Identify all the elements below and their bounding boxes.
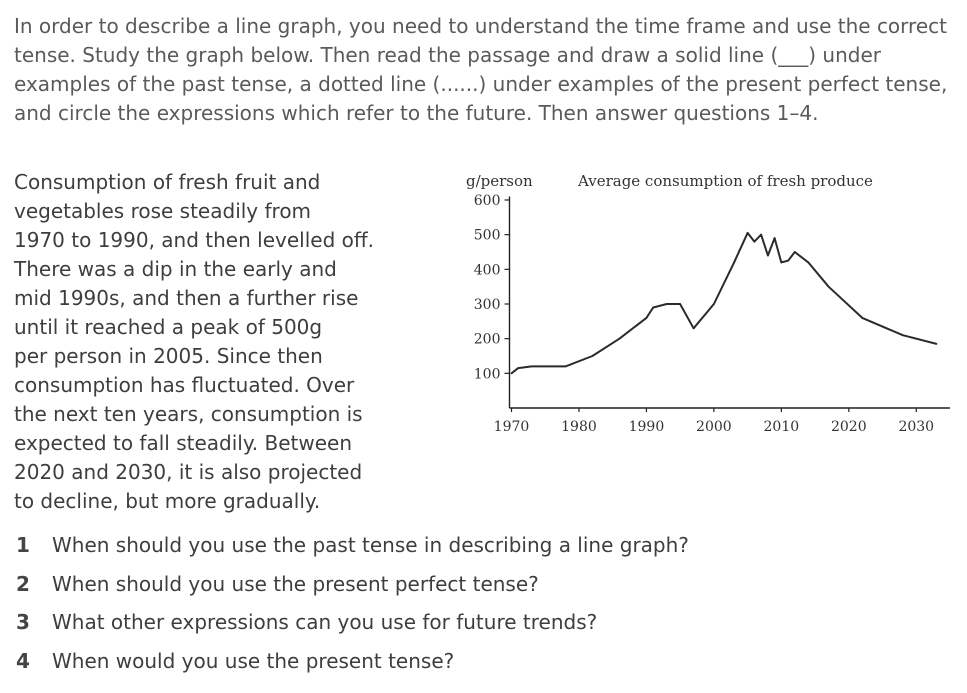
- data-point: [793, 251, 796, 253]
- data-point: [767, 254, 769, 257]
- passage-line: 1970 to 1990, and then levelled off.: [14, 228, 374, 252]
- question-text: When should you use the present perfect …: [52, 571, 539, 596]
- x-tick-label: 2010: [764, 419, 800, 435]
- data-point: [713, 303, 715, 305]
- passage-line: vegetables rose steadily from: [14, 199, 312, 223]
- data-point: [746, 232, 749, 234]
- question-number: 3: [16, 610, 30, 634]
- data-point: [517, 367, 520, 369]
- y-tick-label: 100: [474, 366, 501, 382]
- questions-list: 1 When should you use the past tense in …: [16, 533, 946, 687]
- data-point: [510, 372, 513, 375]
- passage-line: There was a dip in the early and: [14, 257, 337, 281]
- x-tick-label: 2020: [831, 419, 867, 435]
- data-point: [753, 240, 756, 243]
- question-text: When should you use the past tense in de…: [52, 533, 689, 557]
- series-group: [510, 231, 938, 375]
- data-point: [827, 285, 830, 288]
- y-tick-label: 400: [474, 262, 501, 278]
- question-number: 2: [16, 571, 30, 596]
- x-ticks: 1970 1980 1990 2000 2010 2020 2030: [494, 408, 934, 435]
- chart-svg: g/person Average consumption of fresh pr…: [466, 172, 950, 435]
- x-tick-label: 1970: [494, 419, 530, 435]
- data-point: [901, 334, 904, 337]
- x-tick-label: 1980: [561, 419, 597, 435]
- passage-line: per person in 2005. Since then: [14, 344, 323, 368]
- data-point: [935, 343, 938, 345]
- passage-line: Consumption of fresh fruit and: [14, 170, 321, 194]
- x-tick-label: 1990: [629, 419, 665, 435]
- passage-line: to decline, but more gradually.: [14, 489, 321, 513]
- passage-line: until it reached a peak of 500g: [14, 315, 323, 339]
- question-item: 1 When should you use the past tense in …: [16, 533, 946, 572]
- y-tick-label: 300: [474, 297, 501, 313]
- question-item: 2 When should you use the present perfec…: [16, 572, 946, 611]
- passage-line: consumption has fluctuated. Over: [14, 373, 355, 397]
- data-point: [591, 355, 594, 357]
- data-point: [733, 261, 735, 264]
- data-point: [760, 233, 762, 236]
- passage-line: mid 1990s, and then a further rise: [14, 286, 359, 310]
- data-point: [861, 317, 864, 319]
- data-point: [780, 261, 783, 264]
- data-point: [618, 337, 621, 340]
- data-point: [807, 261, 810, 264]
- data-point: [564, 365, 567, 368]
- consumption-line-chart: g/person Average consumption of fresh pr…: [452, 160, 957, 450]
- x-tick-label: 2030: [898, 419, 934, 435]
- data-point: [652, 306, 655, 309]
- y-axis-label: g/person: [466, 172, 533, 190]
- y-tick-label: 500: [474, 228, 501, 244]
- chart-axes: [508, 196, 950, 409]
- question-number: 4: [16, 648, 30, 673]
- data-point: [773, 237, 776, 239]
- passage-line: the next ten years, consumption is: [14, 402, 363, 426]
- question-number: 1: [16, 533, 30, 557]
- chart-title: Average consumption of fresh produce: [577, 172, 873, 190]
- y-tick-label: 200: [474, 332, 501, 348]
- x-tick-label: 2000: [696, 419, 732, 435]
- data-point: [692, 327, 695, 330]
- y-ticks: 100 200 300 400 500 600: [474, 193, 510, 382]
- passage-line: 2020 and 2030, it is also projected: [14, 460, 363, 484]
- data-point: [787, 259, 789, 262]
- y-tick-label: 600: [474, 193, 501, 209]
- data-point: [530, 365, 533, 368]
- question-item: 4 When would you use the present tense?: [16, 649, 946, 688]
- data-point: [679, 303, 681, 305]
- question-item: 3 What other expressions can you use for…: [16, 610, 946, 649]
- consumption-series-line: [510, 231, 937, 375]
- question-text: What other expressions can you use for f…: [52, 610, 598, 634]
- question-text: When would you use the present tense?: [52, 648, 455, 673]
- instructions-paragraph: In order to describe a line graph, you n…: [14, 14, 948, 125]
- data-point: [665, 303, 668, 305]
- data-point: [645, 317, 648, 319]
- passage-paragraph: Consumption of fresh fruit and vegetable…: [14, 168, 454, 516]
- passage-line: expected to fall steadily. Between: [14, 431, 353, 455]
